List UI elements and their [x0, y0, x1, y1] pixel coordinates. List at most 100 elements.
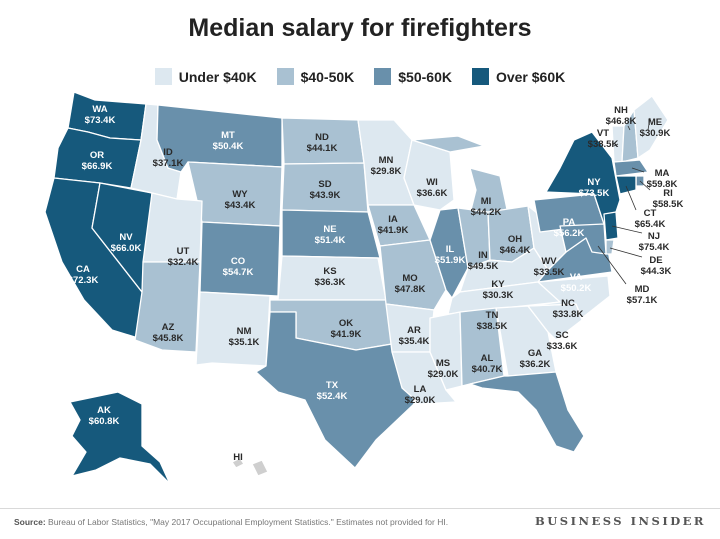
legend-label: Under $40K — [178, 68, 257, 85]
state-label-oh: OH $46.4K — [500, 234, 531, 256]
state-mo — [379, 239, 447, 311]
leader-lines — [597, 117, 651, 285]
state-fl — [469, 371, 585, 453]
state-labels: WA $73.4K OR $66.9K CA $72.3K NV $66.0K ID $37.1K… — [68, 104, 684, 463]
source-note: Source: Bureau of Labor Statistics, "May… — [14, 517, 448, 527]
state-label-id: ID $37.1K — [153, 147, 184, 169]
leader-line-ri — [639, 180, 651, 191]
source-label: Source: — [14, 517, 46, 527]
leader-line-ct — [625, 185, 637, 211]
legend-swatch — [374, 68, 392, 85]
legend-label: $40-50K — [300, 68, 355, 85]
state-label-md: MD $57.1K — [627, 284, 658, 306]
legend-item-under-40k: Under $40K — [154, 68, 257, 85]
map-title: Median salary for firefighters — [188, 14, 532, 42]
state-hi — [231, 457, 269, 477]
legend-item-50-60k: $50-60K — [374, 68, 452, 85]
leader-line-de — [609, 247, 643, 258]
state-me — [633, 95, 669, 159]
state-ms — [429, 311, 463, 391]
state-label-sc: SC $33.6K — [547, 330, 578, 352]
state-label-tn: TN $38.5K — [477, 310, 508, 332]
state-ny — [545, 131, 621, 225]
state-label-wv: WV $33.5K — [534, 256, 565, 278]
state-label-il: IL $51.9K — [435, 244, 466, 266]
state-label-nc: NC $33.8K — [553, 298, 584, 320]
legend: Under $40K $40-50K $50-60K Over $60K — [0, 68, 720, 85]
state-label-la: LA $29.0K — [405, 384, 436, 406]
state-md — [559, 223, 607, 255]
state-label-nd: ND $44.1K — [307, 132, 338, 154]
legend-item-40-50k: $40-50K — [276, 68, 355, 85]
state-label-mt: MT $50.4K — [213, 130, 244, 152]
state-label-wy: WY $43.4K — [225, 189, 256, 211]
leader-line-md — [597, 245, 627, 285]
state-label-ky: KY $30.3K — [483, 279, 514, 301]
leader-line-vt — [613, 143, 619, 147]
state-label-nh: NH $46.8K — [606, 105, 637, 127]
state-ct — [615, 175, 637, 195]
leader-line-nh — [627, 125, 631, 131]
state-label-ri: RI $58.5K — [653, 188, 684, 210]
state-label-az: AZ $45.8K — [153, 322, 184, 344]
state-label-in: IN $49.5K — [468, 250, 499, 272]
leader-line-me — [647, 117, 651, 131]
state-de — [605, 239, 615, 255]
source-text: Bureau of Labor Statistics, "May 2017 Oc… — [48, 517, 449, 527]
state-label-hi: HI — [233, 452, 243, 463]
state-label-ia: IA $41.9K — [378, 214, 409, 236]
legend-label: Over $60K — [495, 68, 566, 85]
state-label-nm: NM $35.1K — [229, 326, 260, 348]
state-ne — [281, 209, 381, 259]
legend-swatch — [471, 68, 489, 85]
state-label-wi: WI $36.6K — [417, 177, 448, 199]
legend-label: $50-60K — [398, 68, 452, 85]
state-ma — [613, 159, 649, 177]
legend-item-over-60k: Over $60K — [471, 68, 566, 85]
state-nc — [527, 275, 611, 319]
state-label-ny: NY $73.5K — [579, 177, 610, 199]
state-label-ut: UT $32.4K — [168, 246, 199, 268]
state-nm — [195, 291, 271, 367]
legend-swatch — [154, 68, 172, 85]
state-label-co: CO $54.7K — [223, 256, 254, 278]
state-label-ms: MS $29.0K — [428, 358, 459, 380]
state-label-mn: MN $29.8K — [371, 155, 402, 177]
state-label-nj: NJ $75.4K — [639, 231, 670, 253]
footer-divider — [0, 508, 720, 509]
legend-swatch — [276, 68, 294, 85]
state-tx — [255, 311, 415, 469]
state-label-pa: PA $56.2K — [554, 217, 585, 239]
state-label-sd: SD $43.9K — [310, 179, 341, 201]
state-label-vt: VT $38.5K — [588, 128, 619, 150]
state-label-nv: NV $66.0K — [111, 232, 142, 254]
state-az — [134, 261, 201, 353]
state-label-va: VA $50.2K — [561, 272, 592, 294]
leader-line-nj — [611, 225, 643, 234]
leader-line-ma — [631, 167, 645, 173]
state-label-wa: WA $73.4K — [85, 104, 116, 126]
state-shapes — [44, 91, 669, 485]
state-ak — [69, 391, 171, 485]
state-label-me: ME $30.9K — [640, 117, 671, 139]
state-label-ma: MA $59.8K — [647, 168, 678, 190]
state-label-ct: CT $65.4K — [635, 208, 666, 230]
state-ut — [142, 192, 203, 263]
state-label-mi: MI $44.2K — [471, 196, 502, 218]
state-label-fl: FL $50.2K — [510, 407, 541, 429]
state-nj — [603, 211, 619, 241]
state-label-ca: CA $72.3K — [68, 264, 99, 286]
state-label-al: AL $40.7K — [472, 353, 503, 375]
state-label-ne: NE $51.4K — [315, 224, 346, 246]
business-insider-logo: BUSINESS INSIDER — [535, 514, 706, 528]
state-label-ga: GA $36.2K — [520, 348, 551, 370]
state-label-de: DE $44.3K — [641, 255, 672, 277]
state-label-or: OR $66.9K — [82, 150, 113, 172]
state-label-ok: OK $41.9K — [331, 318, 362, 340]
state-label-ar: AR $35.4K — [399, 325, 430, 347]
state-label-mo: MO $47.8K — [395, 273, 426, 295]
state-label-ak: AK $60.8K — [89, 405, 120, 427]
state-label-tx: TX $52.4K — [317, 380, 348, 402]
state-label-ks: KS $36.3K — [315, 266, 346, 288]
